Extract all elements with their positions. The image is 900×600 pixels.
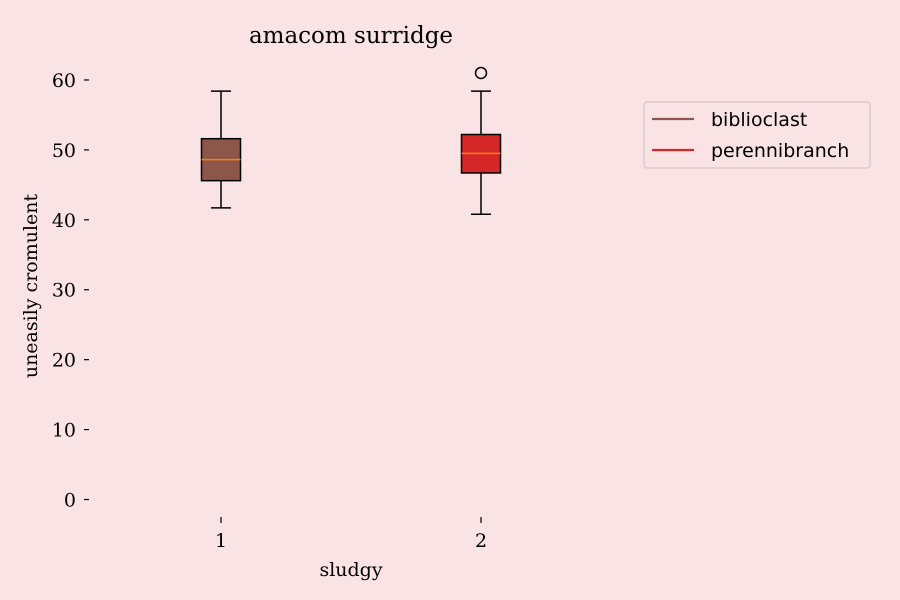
x-tick-label: 1 xyxy=(215,530,227,552)
boxes-group xyxy=(200,66,502,215)
legend-frame xyxy=(643,101,871,169)
legend-label-biblioclast: biblioclast xyxy=(711,109,807,131)
y-tick-label: 40 xyxy=(52,210,76,232)
y-axis-label: uneasily cromulent xyxy=(20,193,42,378)
y-tick-label: 0 xyxy=(64,490,76,512)
x-axis-label: sludgy xyxy=(319,559,382,581)
y-tick-label: 10 xyxy=(52,420,76,442)
y-tick-label: 30 xyxy=(52,280,76,302)
y-tick-label: 60 xyxy=(52,70,76,92)
x-tick-label: 2 xyxy=(475,530,487,552)
y-tick-label: 50 xyxy=(52,140,76,162)
legend: biblioclast perennibranch xyxy=(643,101,871,169)
chart-title: amacom surridge xyxy=(249,23,453,49)
legend-label-perennibranch: perennibranch xyxy=(711,140,849,162)
outlier-point xyxy=(474,66,488,80)
box-perennibranch xyxy=(460,66,502,215)
box-biblioclast xyxy=(200,90,242,209)
y-axis: 0 10 20 30 40 50 60 xyxy=(52,70,89,512)
y-tick-label: 20 xyxy=(52,350,76,372)
